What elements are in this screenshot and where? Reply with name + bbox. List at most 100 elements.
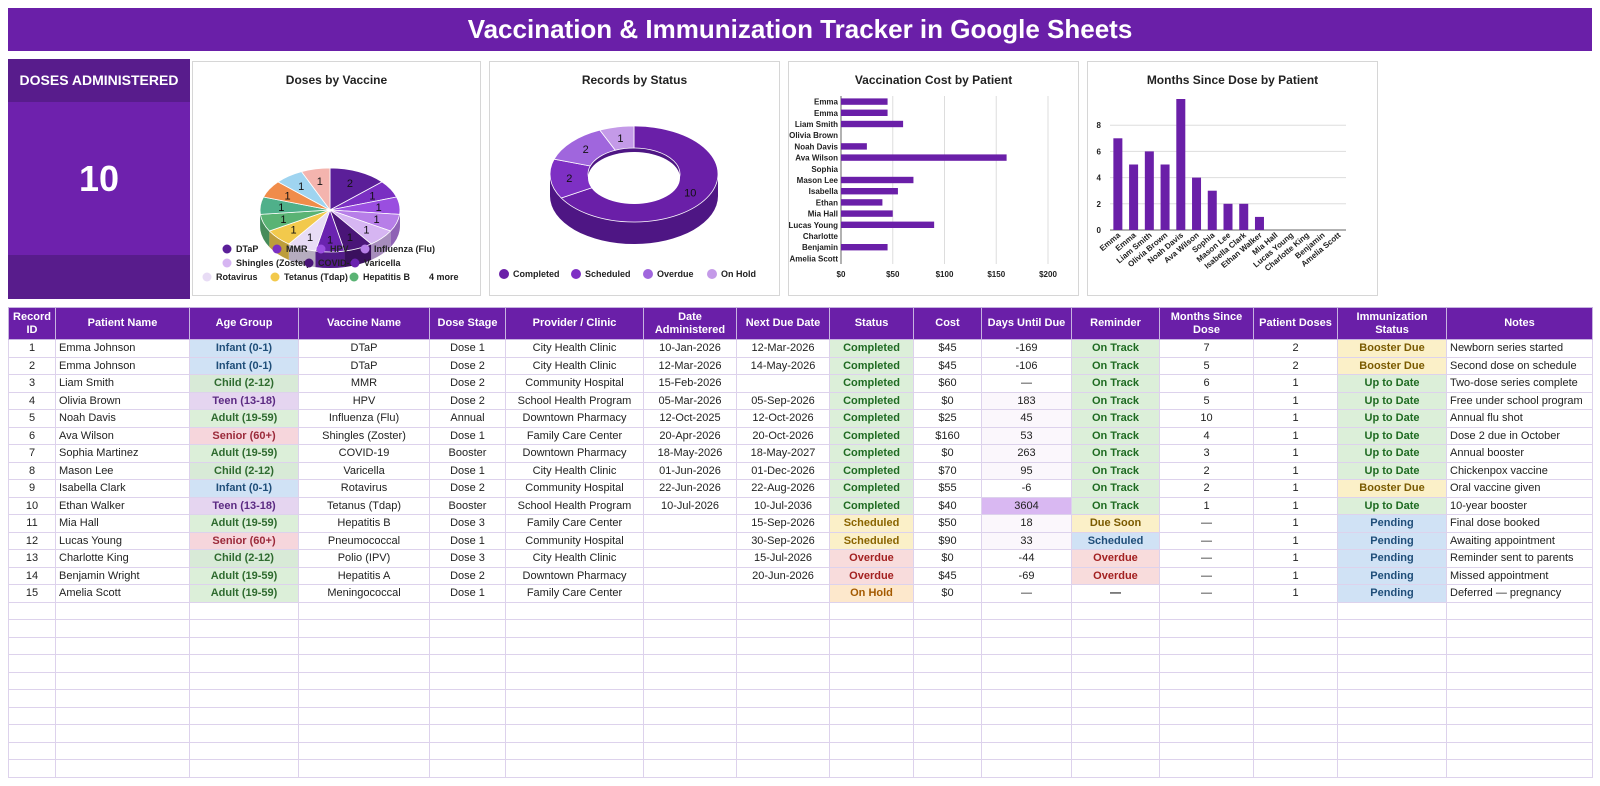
cell-notes[interactable]: Two-dose series complete bbox=[1446, 374, 1593, 393]
cell-patient-doses[interactable]: 1 bbox=[1253, 549, 1338, 568]
empty-cell[interactable] bbox=[1337, 759, 1447, 778]
cell-record-id[interactable]: 4 bbox=[8, 391, 56, 410]
empty-cell[interactable] bbox=[429, 759, 506, 778]
cell-provider-clinic[interactable]: Downtown Pharmacy bbox=[505, 444, 644, 463]
cell-months-since-dose[interactable]: — bbox=[1159, 584, 1254, 603]
cell-days-until-due[interactable]: 3604 bbox=[981, 496, 1072, 515]
cell-months-since-dose[interactable]: — bbox=[1159, 514, 1254, 533]
empty-cell[interactable] bbox=[505, 671, 644, 690]
empty-cell[interactable] bbox=[189, 619, 299, 638]
cell-next-due-date[interactable]: 01-Dec-2026 bbox=[736, 461, 830, 480]
cell-reminder[interactable]: On Track bbox=[1071, 374, 1160, 393]
empty-cell[interactable] bbox=[1253, 636, 1338, 655]
cell-next-due-date[interactable]: 22-Aug-2026 bbox=[736, 479, 830, 498]
cell-vaccine-name[interactable]: Meningococcal bbox=[298, 584, 430, 603]
empty-cell[interactable] bbox=[643, 759, 737, 778]
cell-reminder[interactable]: — bbox=[1071, 584, 1160, 603]
cell-dose-stage[interactable]: Dose 2 bbox=[429, 374, 506, 393]
empty-cell[interactable] bbox=[1337, 601, 1447, 620]
cell-reminder[interactable]: On Track bbox=[1071, 339, 1160, 358]
cell-days-until-due[interactable]: 263 bbox=[981, 444, 1072, 463]
empty-cell[interactable] bbox=[505, 724, 644, 743]
cell-next-due-date[interactable]: 20-Jun-2026 bbox=[736, 566, 830, 585]
cell-age-group[interactable]: Teen (13-18) bbox=[189, 391, 299, 410]
empty-cell[interactable] bbox=[298, 619, 430, 638]
cell-months-since-dose[interactable]: 3 bbox=[1159, 444, 1254, 463]
cell-immunization-status[interactable]: Booster Due bbox=[1337, 356, 1447, 375]
cell-record-id[interactable]: 9 bbox=[8, 479, 56, 498]
empty-cell[interactable] bbox=[55, 619, 190, 638]
cell-next-due-date[interactable]: 20-Oct-2026 bbox=[736, 426, 830, 445]
empty-cell[interactable] bbox=[1071, 759, 1160, 778]
cell-months-since-dose[interactable]: 1 bbox=[1159, 496, 1254, 515]
cell-immunization-status[interactable]: Up to Date bbox=[1337, 461, 1447, 480]
empty-cell[interactable] bbox=[829, 706, 914, 725]
empty-row[interactable] bbox=[8, 671, 1593, 690]
cell-cost[interactable]: $45 bbox=[913, 356, 982, 375]
empty-cell[interactable] bbox=[298, 654, 430, 673]
cell-provider-clinic[interactable]: Community Hospital bbox=[505, 374, 644, 393]
cell-dose-stage[interactable]: Dose 1 bbox=[429, 584, 506, 603]
empty-cell[interactable] bbox=[913, 759, 982, 778]
empty-cell[interactable] bbox=[1071, 601, 1160, 620]
cell-months-since-dose[interactable]: 10 bbox=[1159, 409, 1254, 428]
cell-patient-name[interactable]: Emma Johnson bbox=[55, 356, 190, 375]
empty-cell[interactable] bbox=[1159, 759, 1254, 778]
empty-cell[interactable] bbox=[913, 671, 982, 690]
cell-reminder[interactable]: On Track bbox=[1071, 479, 1160, 498]
empty-cell[interactable] bbox=[1159, 601, 1254, 620]
cell-record-id[interactable]: 5 bbox=[8, 409, 56, 428]
empty-cell[interactable] bbox=[1071, 706, 1160, 725]
empty-cell[interactable] bbox=[829, 689, 914, 708]
empty-cell[interactable] bbox=[1337, 706, 1447, 725]
empty-cell[interactable] bbox=[55, 654, 190, 673]
cell-age-group[interactable]: Adult (19-59) bbox=[189, 444, 299, 463]
table-row[interactable]: 9 Isabella Clark Infant (0-1) Rotavirus Dose… bbox=[8, 479, 1593, 498]
empty-cell[interactable] bbox=[1159, 636, 1254, 655]
cell-immunization-status[interactable]: Booster Due bbox=[1337, 479, 1447, 498]
cell-patient-doses[interactable]: 1 bbox=[1253, 566, 1338, 585]
empty-cell[interactable] bbox=[8, 689, 56, 708]
empty-cell[interactable] bbox=[1337, 724, 1447, 743]
cell-vaccine-name[interactable]: Polio (IPV) bbox=[298, 549, 430, 568]
cell-dose-stage[interactable]: Annual bbox=[429, 409, 506, 428]
empty-cell[interactable] bbox=[8, 671, 56, 690]
empty-cell[interactable] bbox=[1253, 654, 1338, 673]
cell-age-group[interactable]: Adult (19-59) bbox=[189, 409, 299, 428]
cell-record-id[interactable]: 8 bbox=[8, 461, 56, 480]
table-row[interactable]: 4 Olivia Brown Teen (13-18) HPV Dose 2 School… bbox=[8, 391, 1593, 410]
cell-provider-clinic[interactable]: Family Care Center bbox=[505, 426, 644, 445]
empty-cell[interactable] bbox=[829, 619, 914, 638]
empty-cell[interactable] bbox=[429, 671, 506, 690]
cell-immunization-status[interactable]: Pending bbox=[1337, 566, 1447, 585]
cell-next-due-date[interactable]: 12-Oct-2026 bbox=[736, 409, 830, 428]
empty-cell[interactable] bbox=[1337, 619, 1447, 638]
cell-dose-stage[interactable]: Dose 2 bbox=[429, 356, 506, 375]
cell-provider-clinic[interactable]: Community Hospital bbox=[505, 531, 644, 550]
cell-cost[interactable]: $55 bbox=[913, 479, 982, 498]
table-row[interactable]: 8 Mason Lee Child (2-12) Varicella Dose 1 Cit… bbox=[8, 461, 1593, 480]
empty-cell[interactable] bbox=[55, 724, 190, 743]
cell-provider-clinic[interactable]: Family Care Center bbox=[505, 584, 644, 603]
cell-immunization-status[interactable]: Up to Date bbox=[1337, 426, 1447, 445]
column-header-months-since-dose[interactable]: Months Since Dose bbox=[1159, 307, 1254, 340]
empty-cell[interactable] bbox=[1071, 741, 1160, 760]
empty-cell[interactable] bbox=[298, 741, 430, 760]
empty-cell[interactable] bbox=[643, 601, 737, 620]
empty-cell[interactable] bbox=[1253, 671, 1338, 690]
cell-provider-clinic[interactable]: School Health Program bbox=[505, 391, 644, 410]
cell-cost[interactable]: $50 bbox=[913, 514, 982, 533]
empty-cell[interactable] bbox=[643, 636, 737, 655]
cell-next-due-date[interactable] bbox=[736, 584, 830, 603]
cell-status[interactable]: Completed bbox=[829, 496, 914, 515]
column-header-status[interactable]: Status bbox=[829, 307, 914, 340]
empty-cell[interactable] bbox=[981, 759, 1072, 778]
empty-cell[interactable] bbox=[1159, 689, 1254, 708]
cell-status[interactable]: Completed bbox=[829, 479, 914, 498]
cell-months-since-dose[interactable]: 5 bbox=[1159, 391, 1254, 410]
empty-cell[interactable] bbox=[429, 741, 506, 760]
cell-dose-stage[interactable]: Dose 2 bbox=[429, 479, 506, 498]
cell-vaccine-name[interactable]: HPV bbox=[298, 391, 430, 410]
empty-cell[interactable] bbox=[913, 741, 982, 760]
cell-date-administered[interactable]: 18-May-2026 bbox=[643, 444, 737, 463]
